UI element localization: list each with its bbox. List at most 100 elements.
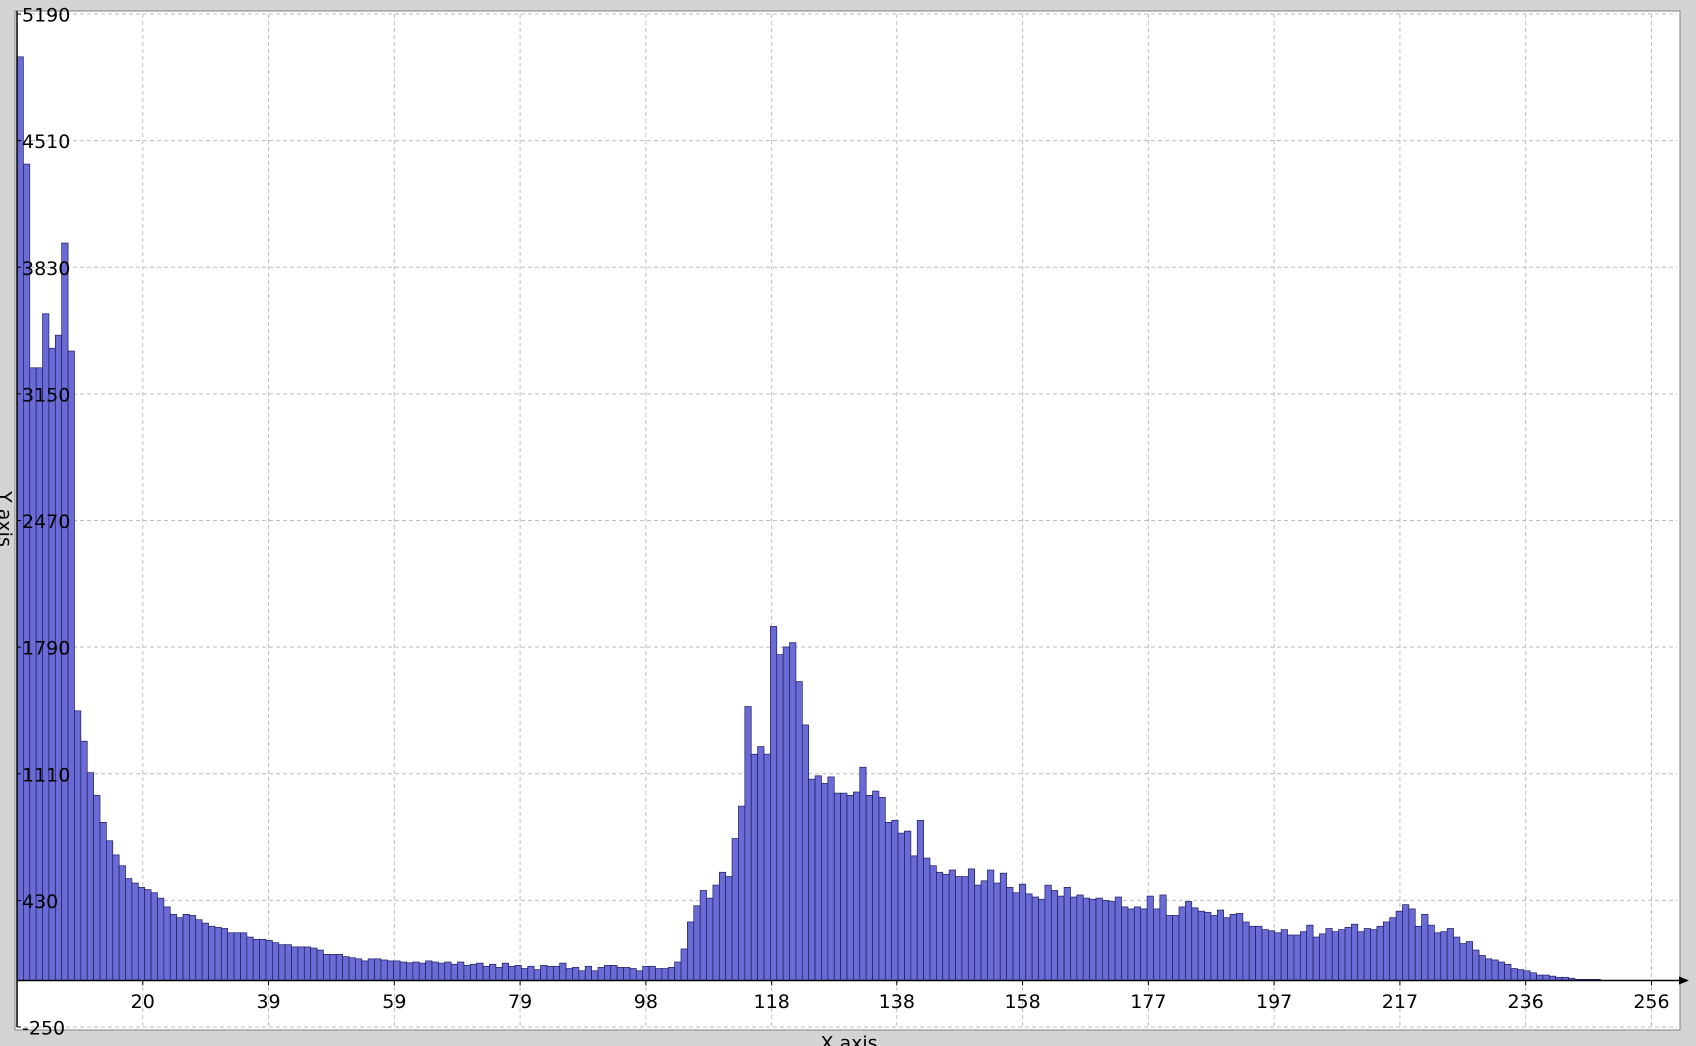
- bar: [444, 961, 452, 981]
- bar: [106, 840, 114, 981]
- bar: [1102, 900, 1110, 981]
- bar: [750, 753, 758, 981]
- bar: [310, 947, 318, 981]
- bar: [1363, 928, 1371, 981]
- y-tick-label: 3150: [22, 384, 70, 406]
- bar: [1408, 908, 1416, 981]
- bar: [706, 897, 714, 981]
- bar: [1038, 898, 1046, 981]
- bar: [1338, 929, 1346, 981]
- x-tick-label: 138: [879, 991, 915, 1013]
- bar: [412, 961, 420, 981]
- bar: [827, 776, 835, 981]
- bar: [1536, 974, 1544, 981]
- bar: [533, 969, 541, 981]
- bar: [425, 960, 433, 981]
- bar: [661, 968, 669, 981]
- bar: [635, 970, 644, 981]
- bar: [744, 706, 752, 981]
- bar: [840, 792, 848, 981]
- y-tick-label: 430: [22, 891, 58, 913]
- bar: [1057, 895, 1065, 981]
- bar: [648, 965, 656, 981]
- bar: [399, 961, 407, 981]
- bar: [1325, 928, 1333, 981]
- bar: [195, 919, 203, 981]
- bar: [1229, 913, 1237, 981]
- bar: [182, 913, 190, 981]
- bar: [731, 838, 739, 981]
- bar: [616, 967, 624, 981]
- bar: [1006, 886, 1014, 981]
- bar: [712, 884, 720, 981]
- bar: [1395, 910, 1403, 981]
- bar: [1504, 963, 1512, 981]
- bar: [980, 880, 988, 981]
- bar: [1216, 909, 1225, 981]
- bar: [1031, 896, 1039, 981]
- bar: [316, 949, 324, 981]
- bar: [272, 942, 280, 981]
- bar: [476, 962, 484, 981]
- x-tick-label: 177: [1130, 991, 1166, 1013]
- bar: [833, 792, 841, 981]
- bar: [1146, 895, 1154, 981]
- bar: [1293, 934, 1301, 981]
- bar: [514, 965, 522, 981]
- bar: [1299, 931, 1308, 981]
- bar: [495, 967, 503, 981]
- bar: [463, 965, 471, 981]
- bar: [604, 965, 612, 981]
- bar: [1485, 958, 1493, 981]
- bar: [1510, 968, 1518, 981]
- y-tick-label: 1790: [22, 638, 70, 660]
- bar: [821, 783, 829, 981]
- bar: [35, 367, 43, 981]
- bar: [1095, 897, 1103, 981]
- x-tick-label: 59: [382, 991, 406, 1013]
- bar: [942, 873, 950, 981]
- bar: [559, 962, 567, 981]
- y-tick-label: 2470: [22, 511, 70, 533]
- bar: [1491, 959, 1499, 981]
- bar: [1204, 911, 1212, 981]
- y-tick-label: 1110: [22, 764, 70, 786]
- bar: [348, 957, 356, 981]
- bar: [1191, 907, 1199, 981]
- bar: [629, 968, 637, 981]
- bar: [1197, 910, 1205, 981]
- bar: [176, 917, 184, 981]
- bar: [1312, 936, 1320, 981]
- bar: [1370, 929, 1378, 981]
- bar: [1459, 943, 1467, 981]
- bar: [770, 626, 778, 981]
- bar: [1465, 941, 1474, 981]
- bar: [572, 967, 580, 981]
- x-tick-label: 217: [1382, 991, 1418, 1013]
- bar: [1012, 892, 1020, 981]
- bar: [878, 797, 886, 981]
- bar: [508, 965, 516, 981]
- bar: [335, 954, 343, 981]
- bar: [1434, 932, 1442, 981]
- bar: [86, 772, 94, 981]
- bar: [1089, 898, 1097, 981]
- x-tick-label: 197: [1256, 991, 1292, 1013]
- bar: [1127, 908, 1135, 981]
- bar: [303, 946, 312, 981]
- bar: [1070, 896, 1078, 981]
- bar: [1517, 969, 1525, 981]
- bar: [1050, 890, 1059, 981]
- bar: [1025, 893, 1033, 981]
- bar: [910, 855, 918, 981]
- bar: [329, 954, 337, 981]
- bar: [374, 958, 382, 981]
- y-tick-label: -250: [22, 1018, 65, 1040]
- bar: [208, 925, 216, 981]
- bar: [1351, 923, 1359, 981]
- bar: [1044, 884, 1052, 981]
- bar: [1331, 931, 1339, 981]
- bar: [1108, 901, 1116, 981]
- bar: [591, 970, 599, 981]
- bar: [929, 865, 937, 981]
